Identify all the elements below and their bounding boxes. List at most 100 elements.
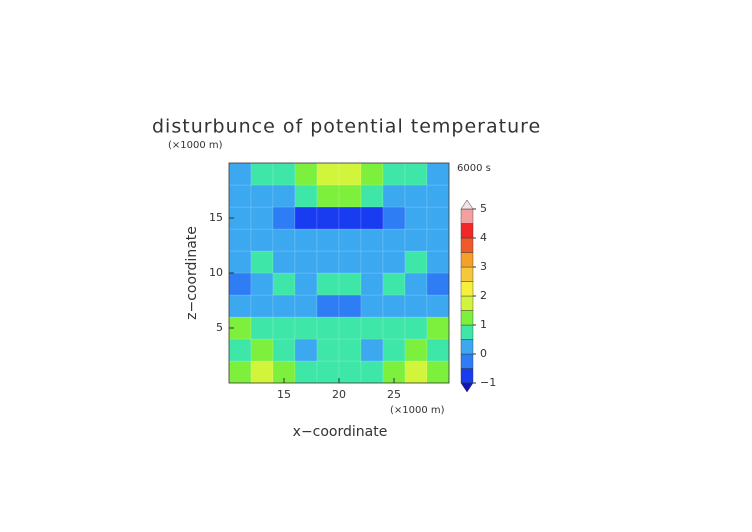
- field-cell: [228, 228, 252, 252]
- field-cell: [250, 250, 274, 274]
- colorbar-tick-label: 3: [480, 260, 487, 273]
- colorbar-band: [460, 324, 474, 340]
- field-cell: [404, 184, 428, 208]
- y-axis-label: z−coordinate: [184, 226, 200, 320]
- field-cell: [272, 272, 296, 296]
- field-cell: [316, 162, 340, 186]
- field-cell: [316, 360, 340, 384]
- field-cell: [228, 250, 252, 274]
- x-unit: (×1000 m): [390, 405, 445, 416]
- field-cell: [338, 228, 362, 252]
- colorbar-band: [460, 310, 474, 326]
- colorbar-band: [460, 281, 474, 297]
- field-cell: [360, 294, 384, 318]
- field-cell: [272, 184, 296, 208]
- field-cell: [294, 184, 318, 208]
- field-cell: [404, 360, 428, 384]
- field-cell: [404, 228, 428, 252]
- field-cell: [426, 338, 450, 362]
- field-cell: [316, 272, 340, 296]
- field-cell: [426, 316, 450, 340]
- field-cell: [382, 294, 406, 318]
- colorbar-under: [460, 382, 474, 393]
- colorbar-band: [460, 237, 474, 253]
- y-tick-label: 5: [216, 321, 223, 334]
- field-cell: [294, 162, 318, 186]
- field-cell: [338, 338, 362, 362]
- field-cell: [228, 294, 252, 318]
- field-cell: [360, 250, 384, 274]
- field-cell: [250, 294, 274, 318]
- x-tick-label: 25: [387, 388, 401, 401]
- field-cell: [382, 162, 406, 186]
- field-cell: [228, 162, 252, 186]
- field-cell: [360, 272, 384, 296]
- field-cell: [316, 294, 340, 318]
- field-cell: [426, 294, 450, 318]
- field-cell: [338, 294, 362, 318]
- colorbar-tick-label: 1: [480, 318, 487, 331]
- field-cell: [294, 316, 318, 340]
- field-cell: [316, 338, 340, 362]
- field-cell: [426, 360, 450, 384]
- field-cell: [294, 360, 318, 384]
- colorbar-band: [460, 266, 474, 282]
- field-cell: [228, 338, 252, 362]
- field-cell: [338, 162, 362, 186]
- field-cell: [404, 316, 428, 340]
- field-cell: [250, 338, 274, 362]
- field-cell: [250, 360, 274, 384]
- field-cell: [382, 338, 406, 362]
- field-cell: [272, 206, 296, 230]
- field-cell: [382, 228, 406, 252]
- field-cell: [272, 338, 296, 362]
- field-cell: [316, 206, 340, 230]
- field-cell: [338, 272, 362, 296]
- colorbar-band: [460, 339, 474, 355]
- field-cell: [338, 184, 362, 208]
- field-cell: [250, 228, 274, 252]
- field-cell: [404, 250, 428, 274]
- field-cell: [294, 228, 318, 252]
- field-cell: [360, 360, 384, 384]
- colorbar-over: [460, 199, 474, 210]
- field-cell: [404, 272, 428, 296]
- field-cell: [382, 272, 406, 296]
- field-cell: [228, 184, 252, 208]
- colorbar-tick-label: 4: [480, 231, 487, 244]
- field-cell: [404, 294, 428, 318]
- field-cell: [382, 316, 406, 340]
- field-cell: [360, 184, 384, 208]
- field-cell: [316, 250, 340, 274]
- colorbar-tick-label: 0: [480, 347, 487, 360]
- field-cell: [426, 184, 450, 208]
- field-cell: [272, 250, 296, 274]
- field-cell: [294, 338, 318, 362]
- colorbar-band: [460, 208, 474, 224]
- field-cell: [316, 228, 340, 252]
- field-cell: [250, 272, 274, 296]
- field-cell: [426, 162, 450, 186]
- field-cell: [426, 250, 450, 274]
- y-tick-label: 15: [209, 211, 223, 224]
- field-cell: [360, 338, 384, 362]
- field-cell: [250, 316, 274, 340]
- field-cell: [294, 206, 318, 230]
- field-cell: [338, 206, 362, 230]
- colorbar-tick-label: 2: [480, 289, 487, 302]
- colorbar-band: [460, 368, 474, 384]
- field-cell: [228, 272, 252, 296]
- time-label: 6000 s: [457, 163, 491, 174]
- field-cell: [338, 316, 362, 340]
- field-cell: [338, 360, 362, 384]
- chart-title: disturbunce of potential temperature: [152, 116, 541, 138]
- field-cell: [294, 250, 318, 274]
- field-cell: [228, 360, 252, 384]
- field-cell: [316, 184, 340, 208]
- field-cell: [294, 272, 318, 296]
- x-axis-label: x−coordinate: [293, 424, 388, 440]
- x-tick-label: 20: [332, 388, 346, 401]
- field-cell: [294, 294, 318, 318]
- field-cell: [272, 294, 296, 318]
